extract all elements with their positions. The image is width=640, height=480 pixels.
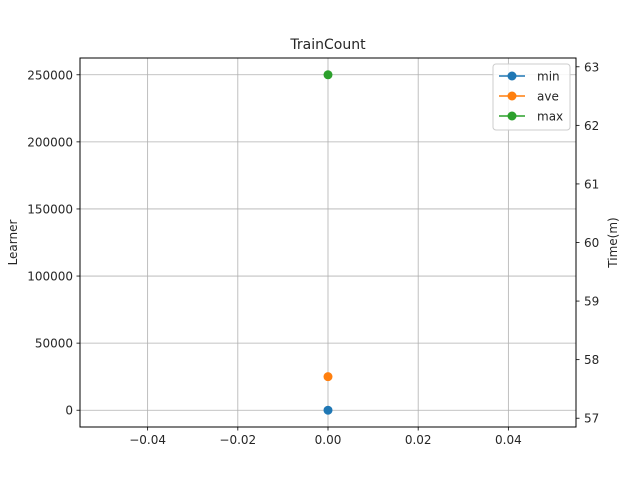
data-point-min bbox=[323, 405, 333, 415]
y-axis-right: 57 58 59 60 61 62 63 bbox=[576, 60, 599, 426]
y-tick-label: 200000 bbox=[27, 135, 73, 149]
legend-marker bbox=[507, 71, 517, 81]
y2-tick-label: 57 bbox=[584, 412, 599, 426]
y2-tick-label: 61 bbox=[584, 177, 599, 191]
y-tick-label: 0 bbox=[65, 404, 73, 418]
y-axis-label: Learner bbox=[6, 220, 20, 266]
x-tick-label: 0.00 bbox=[315, 433, 342, 447]
y-tick-label: 50000 bbox=[35, 337, 73, 351]
legend-label: min bbox=[537, 70, 560, 84]
series-max bbox=[323, 70, 333, 80]
y2-axis-label: Time(m) bbox=[606, 217, 620, 268]
data-point-max bbox=[323, 70, 333, 80]
x-tick-label: −0.04 bbox=[129, 433, 166, 447]
series-min bbox=[323, 405, 333, 415]
y2-tick-label: 58 bbox=[584, 353, 599, 367]
y2-tick-label: 62 bbox=[584, 119, 599, 133]
data-point-ave bbox=[323, 372, 333, 382]
y-axis-left: 0 50000 100000 150000 200000 250000 bbox=[27, 68, 80, 418]
legend-label: ave bbox=[537, 90, 559, 104]
legend-marker bbox=[507, 111, 517, 121]
legend-marker bbox=[507, 91, 517, 101]
x-axis: −0.04 −0.02 0.00 0.02 0.04 bbox=[129, 427, 522, 447]
y2-tick-label: 63 bbox=[584, 60, 599, 74]
y2-tick-label: 60 bbox=[584, 236, 599, 250]
x-tick-label: 0.04 bbox=[495, 433, 522, 447]
legend-label: max bbox=[537, 110, 563, 124]
legend-item-ave: ave bbox=[499, 90, 559, 104]
legend-item-max: max bbox=[499, 110, 563, 124]
series-layer bbox=[323, 70, 333, 415]
y-tick-label: 250000 bbox=[27, 68, 73, 82]
y2-tick-label: 59 bbox=[584, 295, 599, 309]
y-tick-label: 150000 bbox=[27, 202, 73, 216]
series-ave bbox=[323, 372, 333, 382]
x-tick-label: −0.02 bbox=[219, 433, 256, 447]
x-tick-label: 0.02 bbox=[405, 433, 432, 447]
legend: min ave max bbox=[492, 63, 571, 131]
chart-title: TrainCount bbox=[289, 37, 366, 53]
y-tick-label: 100000 bbox=[27, 270, 73, 284]
legend-item-min: min bbox=[499, 70, 560, 84]
